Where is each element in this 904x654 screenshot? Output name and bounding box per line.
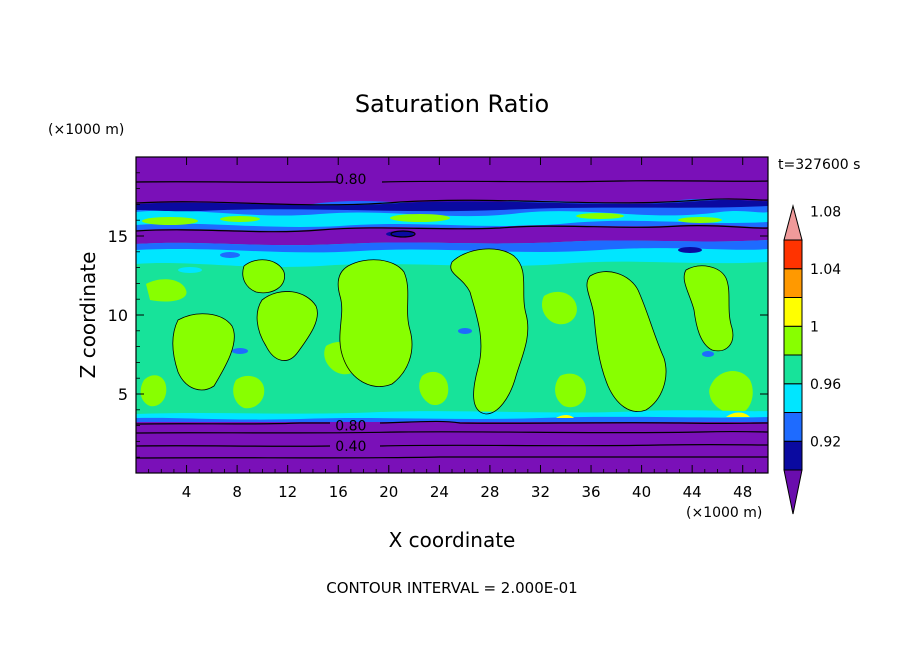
contour-cell-outlines [172, 248, 734, 415]
colorbar-label: 1.04 [810, 262, 841, 278]
contour-label: 0.40 [335, 439, 366, 455]
cyan-pocket-1 [178, 267, 202, 273]
contour-lower-3 [136, 456, 768, 459]
boundary-cyan-fringe [136, 410, 768, 420]
x-tick-label: 8 [232, 483, 242, 501]
x-tick-label: 4 [182, 483, 192, 501]
saturation-field [136, 157, 768, 473]
contour-inversion [136, 224, 768, 233]
colorbar-segment [783, 268, 803, 298]
contour-labels: 0.80 0.80 0.40 [335, 172, 366, 455]
contour-label: 0.80 [335, 419, 366, 435]
cell-14 [233, 375, 265, 409]
cyan-pocket-2 [290, 259, 310, 265]
boundary-yellow-patch-2 [556, 415, 574, 418]
x-tick-label: 16 [329, 483, 348, 501]
colorbar-label: 1.08 [810, 204, 841, 220]
contour-0.80-lower [136, 420, 768, 425]
x-tick-label: 12 [278, 483, 297, 501]
x-tick-label: 48 [733, 483, 752, 501]
colorbar-label: 0.96 [810, 377, 841, 393]
upper-lime-lens-3 [390, 214, 450, 222]
contour-lines [136, 180, 768, 459]
y-tick-label: 15 [108, 227, 128, 246]
upper-lime-lens-5 [678, 217, 722, 223]
x-axis-ticks: 4 8 12 16 20 24 28 32 36 40 44 48 [148, 157, 756, 501]
colorbar-segment [783, 383, 803, 413]
cell-10 [709, 371, 753, 415]
contour-interval-text: CONTOUR INTERVAL = 2.000E-01 [326, 579, 577, 597]
cell-9 [684, 265, 733, 351]
colorbar-segment [783, 297, 803, 327]
colorbar: 0.92 0.96 1 1.04 1.08 [783, 204, 841, 515]
y-axis-ticks: 5 10 15 [108, 172, 768, 458]
chart-title: Saturation Ratio [355, 90, 549, 118]
colorbar-arrow-low [783, 469, 803, 515]
y-tick-label: 5 [118, 385, 128, 404]
contour-lower-2 [136, 430, 768, 434]
cell-12 [324, 341, 361, 375]
colorbar-segment [783, 440, 803, 471]
upper-dark-streak [136, 199, 768, 212]
cell-13 [140, 375, 167, 407]
contour-lens [390, 230, 416, 238]
y-tick-label: 10 [108, 306, 128, 325]
contour-label: 0.80 [335, 172, 366, 188]
cell-15 [555, 373, 586, 408]
x-axis-unit: (×1000 m) [686, 505, 762, 521]
cell-4 [257, 291, 318, 361]
x-tick-label: 32 [531, 483, 550, 501]
blue-pocket-3 [702, 351, 714, 357]
x-tick-label: 24 [430, 483, 449, 501]
x-tick-label: 44 [683, 483, 702, 501]
x-tick-label: 36 [581, 483, 600, 501]
contour-0.40 [136, 443, 768, 447]
cell-11 [419, 371, 449, 406]
blue-pocket-6 [678, 247, 702, 253]
plot-area: 0.80 0.80 0.40 [136, 157, 768, 473]
y-axis-label: Z coordinate [76, 252, 100, 379]
x-tick-label: 28 [480, 483, 499, 501]
cell-1 [146, 279, 187, 302]
colorbar-segment [783, 325, 803, 356]
contour-upper-layer [136, 198, 768, 206]
colorbar-label: 0.92 [810, 434, 841, 450]
cell-6 [450, 248, 528, 414]
colorbar-segment [783, 412, 803, 442]
x-tick-label: 40 [632, 483, 651, 501]
cell-2 [172, 313, 235, 390]
colorbar-label: 1 [810, 319, 819, 335]
inversion-purple-layer [136, 224, 768, 246]
boundary-yellow-patch [726, 412, 750, 417]
contour-0.80-upper [136, 180, 768, 183]
upper-lime-lens-1 [142, 217, 198, 225]
y-axis-unit: (×1000 m) [48, 122, 124, 138]
cell-7 [541, 291, 577, 325]
colorbar-segment [783, 239, 803, 270]
blue-pocket-4 [220, 252, 240, 258]
cell-3 [242, 259, 285, 293]
blue-pocket-2 [458, 328, 472, 334]
upper-lime-lens-4 [576, 213, 624, 219]
upper-lime-lens-2 [220, 216, 260, 222]
time-label: t=327600 s [778, 157, 860, 173]
x-tick-label: 20 [379, 483, 398, 501]
x-axis-label: X coordinate [389, 528, 516, 552]
cell-8 [586, 271, 666, 412]
colorbar-segment [783, 354, 803, 385]
blue-pocket-1 [232, 348, 248, 354]
colorbar-arrow-high [783, 204, 803, 241]
